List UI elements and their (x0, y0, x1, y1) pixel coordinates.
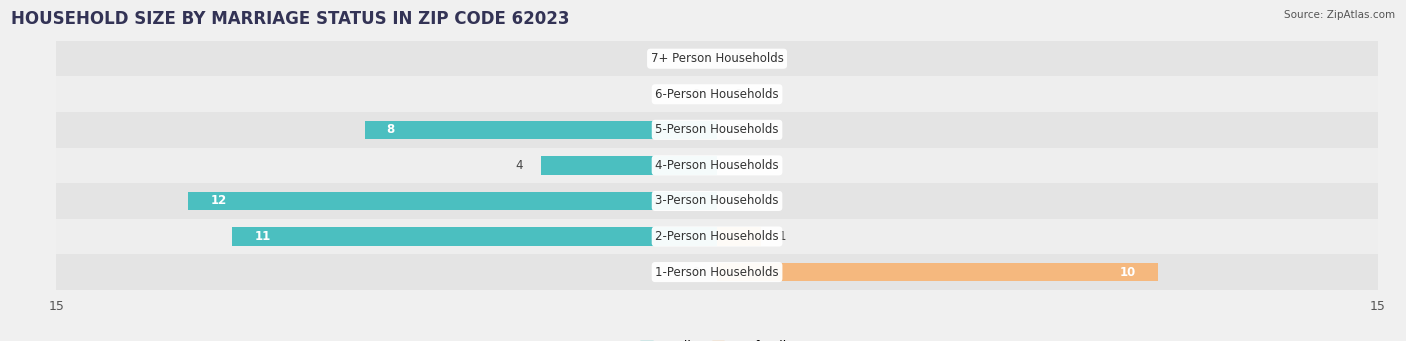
Text: 5-Person Households: 5-Person Households (655, 123, 779, 136)
Text: 11: 11 (254, 230, 271, 243)
Text: 10: 10 (1119, 266, 1136, 279)
Text: 4-Person Households: 4-Person Households (655, 159, 779, 172)
Text: 0: 0 (735, 88, 742, 101)
Bar (56, 254, 1378, 290)
Text: 1-Person Households: 1-Person Households (655, 266, 779, 279)
Bar (56, 219, 1378, 254)
Text: 6-Person Households: 6-Person Households (655, 88, 779, 101)
Text: 3-Person Households: 3-Person Households (655, 194, 779, 207)
Text: 0: 0 (692, 88, 699, 101)
Bar (56, 41, 1378, 76)
Bar (56, 112, 1378, 148)
Bar (364, 121, 717, 139)
Text: 0: 0 (735, 194, 742, 207)
Bar (56, 183, 1378, 219)
Bar (56, 148, 1378, 183)
Text: 0: 0 (735, 159, 742, 172)
Text: 0: 0 (692, 52, 699, 65)
Text: HOUSEHOLD SIZE BY MARRIAGE STATUS IN ZIP CODE 62023: HOUSEHOLD SIZE BY MARRIAGE STATUS IN ZIP… (11, 10, 569, 28)
Bar (717, 227, 761, 246)
Text: Source: ZipAtlas.com: Source: ZipAtlas.com (1284, 10, 1395, 20)
Text: 4: 4 (516, 159, 523, 172)
Text: 8: 8 (387, 123, 395, 136)
Bar (188, 192, 717, 210)
Text: 1: 1 (779, 230, 786, 243)
Bar (232, 227, 717, 246)
Text: 7+ Person Households: 7+ Person Households (651, 52, 783, 65)
Legend: Family, Nonfamily: Family, Nonfamily (640, 340, 794, 341)
Text: 12: 12 (211, 194, 226, 207)
Text: 2-Person Households: 2-Person Households (655, 230, 779, 243)
Text: 0: 0 (735, 123, 742, 136)
Bar (56, 76, 1378, 112)
Bar (717, 263, 1157, 281)
Text: 0: 0 (735, 52, 742, 65)
Bar (541, 156, 717, 175)
Text: 0: 0 (692, 266, 699, 279)
